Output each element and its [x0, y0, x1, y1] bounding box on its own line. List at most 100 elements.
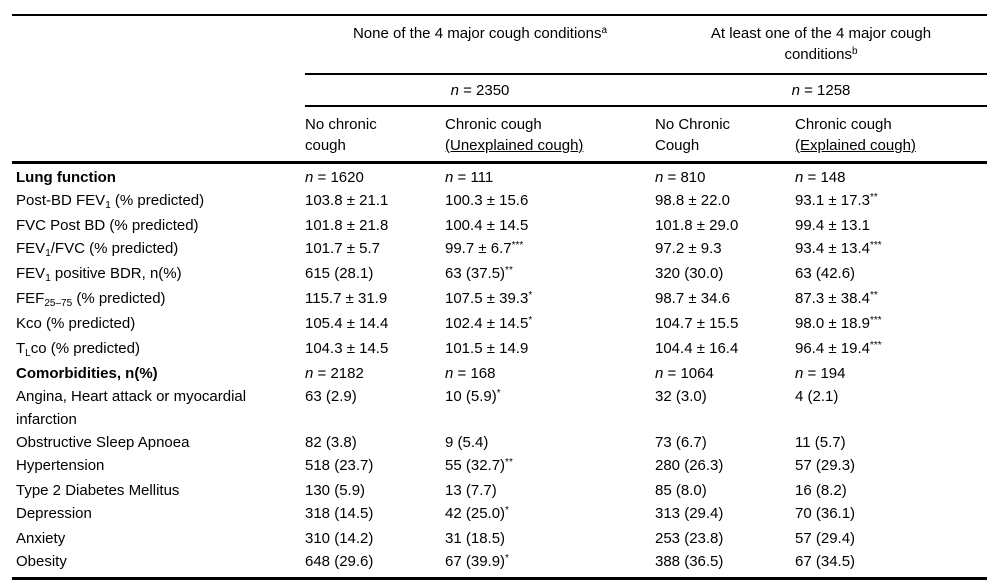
cell-value: n = 1064: [655, 365, 714, 382]
row-label: FEV1/FVC (% predicted): [16, 240, 179, 259]
cell-value: 63 (42.6): [795, 265, 856, 282]
cell-value: 115.7 ± 31.9: [305, 290, 388, 307]
header-spacer-cell: [12, 74, 305, 106]
cell-value: 99.7 ± 6.7***: [445, 240, 524, 257]
cell-value: 104.4 ± 16.4: [655, 340, 739, 357]
cell-value: 130 (5.9): [305, 482, 366, 499]
cell-value: 67 (39.9)*: [445, 550, 655, 580]
sub-column-line2: (Explained cough): [795, 137, 916, 154]
row-label: Obstructive Sleep Apnoea: [16, 434, 190, 451]
group-n-header: n = 1258: [655, 74, 987, 107]
cell-value: 98.8 ± 22.0: [655, 192, 730, 209]
cell-value: 388 (36.5): [655, 550, 795, 580]
cell-value: 280 (26.3): [655, 457, 724, 474]
row-label: Lung function: [16, 169, 116, 186]
cell-value: 85 (8.0): [655, 482, 707, 499]
cell-value: 96.4 ± 19.4***: [795, 340, 882, 357]
cell-value: 93.1 ± 17.3**: [795, 192, 878, 209]
cell-value: 57 (29.4): [795, 530, 856, 547]
cell-value: 73 (6.7): [655, 434, 707, 451]
cell-value: 31 (18.5): [445, 530, 506, 547]
cell-value: 57 (29.3): [795, 457, 856, 474]
cell-value: 101.7 ± 5.7: [305, 240, 380, 257]
row-label: FEF25–75 (% predicted): [16, 290, 166, 309]
sub-header-row: No chronic cough Chronic cough (Unexplai…: [12, 106, 987, 164]
row-label: Hypertension: [16, 457, 105, 474]
cell-value: 104.3 ± 14.5: [305, 340, 389, 357]
header-spacer-cell: [12, 14, 305, 74]
table-row: Obesity 648 (29.6) 67 (39.9)* 388 (36.5)…: [12, 550, 987, 580]
cell-value: 105.4 ± 14.4: [305, 315, 389, 332]
table-row: Hypertension 518 (23.7) 55 (32.7)** 280 …: [12, 454, 987, 479]
row-label: Angina, Heart attack or myocardial infar…: [16, 388, 247, 428]
cell-value: 87.3 ± 38.4**: [795, 290, 878, 307]
cell-value: 615 (28.1): [305, 265, 374, 282]
row-label: Obesity: [12, 550, 305, 580]
group-header-row: None of the 4 major cough conditionsa At…: [12, 14, 987, 75]
table-row: FVC Post BD (% predicted) 101.8 ± 21.8 1…: [12, 214, 987, 237]
col-group-title: At least one of the 4 major cough condit…: [710, 25, 932, 63]
sub-column-header: Chronic cough (Unexplained cough): [445, 106, 655, 164]
table-row: Post-BD FEV1 (% predicted) 103.8 ± 21.1 …: [12, 189, 987, 214]
cell-value: 63 (37.5)**: [445, 265, 513, 282]
header-spacer-cell: [12, 106, 305, 164]
cell-value: n = 148: [795, 169, 846, 186]
row-label: Type 2 Diabetes Mellitus: [16, 482, 180, 499]
cell-value: 648 (29.6): [305, 550, 445, 580]
cell-value: n = 2182: [305, 365, 364, 382]
sub-column-line1: Chronic cough: [795, 116, 892, 133]
table-row: TLco (% predicted) 104.3 ± 14.5 101.5 ± …: [12, 337, 987, 362]
row-label: Anxiety: [16, 530, 66, 547]
table-row: FEF25–75 (% predicted) 115.7 ± 31.9 107.…: [12, 287, 987, 312]
sub-column-line1: Chronic cough: [445, 116, 542, 133]
sub-column-line1: No chronic: [305, 116, 377, 133]
cell-value: 320 (30.0): [655, 265, 724, 282]
cell-value: 310 (14.2): [305, 530, 374, 547]
row-label: FVC Post BD (% predicted): [16, 217, 199, 234]
cell-value: 9 (5.4): [445, 434, 489, 451]
sub-column-line2: cough: [305, 137, 346, 154]
cell-value: 55 (32.7)**: [445, 457, 513, 474]
table-row: Anxiety 310 (14.2) 31 (18.5) 253 (23.8) …: [12, 527, 987, 550]
cell-value: 82 (3.8): [305, 434, 357, 451]
row-label: Comorbidities, n(%): [16, 365, 158, 382]
table-row: FEV1 positive BDR, n(%) 615 (28.1) 63 (3…: [12, 262, 987, 287]
table-row: Angina, Heart attack or myocardial infar…: [12, 385, 987, 431]
cell-value: 102.4 ± 14.5*: [445, 315, 533, 332]
sub-column-line1: No Chronic: [655, 116, 731, 133]
cell-value: 101.8 ± 21.8: [305, 217, 389, 234]
cell-value: 10 (5.9)*: [445, 388, 501, 405]
table-row: Comorbidities, n(%) n = 2182 n = 168 n =…: [12, 362, 987, 385]
cell-value: 107.5 ± 39.3*: [445, 290, 533, 307]
row-label: TLco (% predicted): [16, 340, 140, 359]
cell-value: 93.4 ± 13.4***: [795, 240, 882, 257]
cell-value: n = 194: [795, 365, 846, 382]
table-row: Lung function n = 1620 n = 111 n = 810 n…: [12, 163, 987, 190]
results-table: None of the 4 major cough conditionsa At…: [12, 14, 987, 580]
cell-value: 97.2 ± 9.3: [655, 240, 722, 257]
col-group-title: None of the 4 major cough conditionsa: [352, 25, 608, 42]
cell-value: 313 (29.4): [655, 505, 724, 522]
table-row: Depression 318 (14.5) 42 (25.0)* 313 (29…: [12, 502, 987, 527]
cell-value: 98.0 ± 18.9***: [795, 315, 882, 332]
cell-value: 104.7 ± 15.5: [655, 315, 739, 332]
cell-value: 100.4 ± 14.5: [445, 217, 529, 234]
cell-value: 11 (5.7): [795, 434, 846, 451]
table-row: Type 2 Diabetes Mellitus 130 (5.9) 13 (7…: [12, 479, 987, 502]
table-row: Kco (% predicted) 105.4 ± 14.4 102.4 ± 1…: [12, 312, 987, 337]
cell-value: n = 111: [445, 169, 494, 186]
sub-column-line2: Cough: [655, 137, 700, 154]
row-label: FEV1 positive BDR, n(%): [16, 265, 182, 284]
cell-value: 253 (23.8): [655, 530, 724, 547]
sub-column-line2: (Unexplained cough): [445, 137, 584, 154]
cell-value: 101.5 ± 14.9: [445, 340, 529, 357]
table-row: Obstructive Sleep Apnoea 82 (3.8) 9 (5.4…: [12, 431, 987, 454]
col-group-header-at-least-one: At least one of the 4 major cough condit…: [655, 14, 987, 75]
cell-value: n = 1620: [305, 169, 364, 186]
cell-value: 63 (2.9): [305, 388, 357, 405]
sub-column-header: Chronic cough (Explained cough): [795, 106, 987, 164]
row-label: Depression: [16, 505, 92, 522]
cell-value: 4 (2.1): [795, 388, 839, 405]
cell-value: 518 (23.7): [305, 457, 374, 474]
cell-value: 100.3 ± 15.6: [445, 192, 529, 209]
